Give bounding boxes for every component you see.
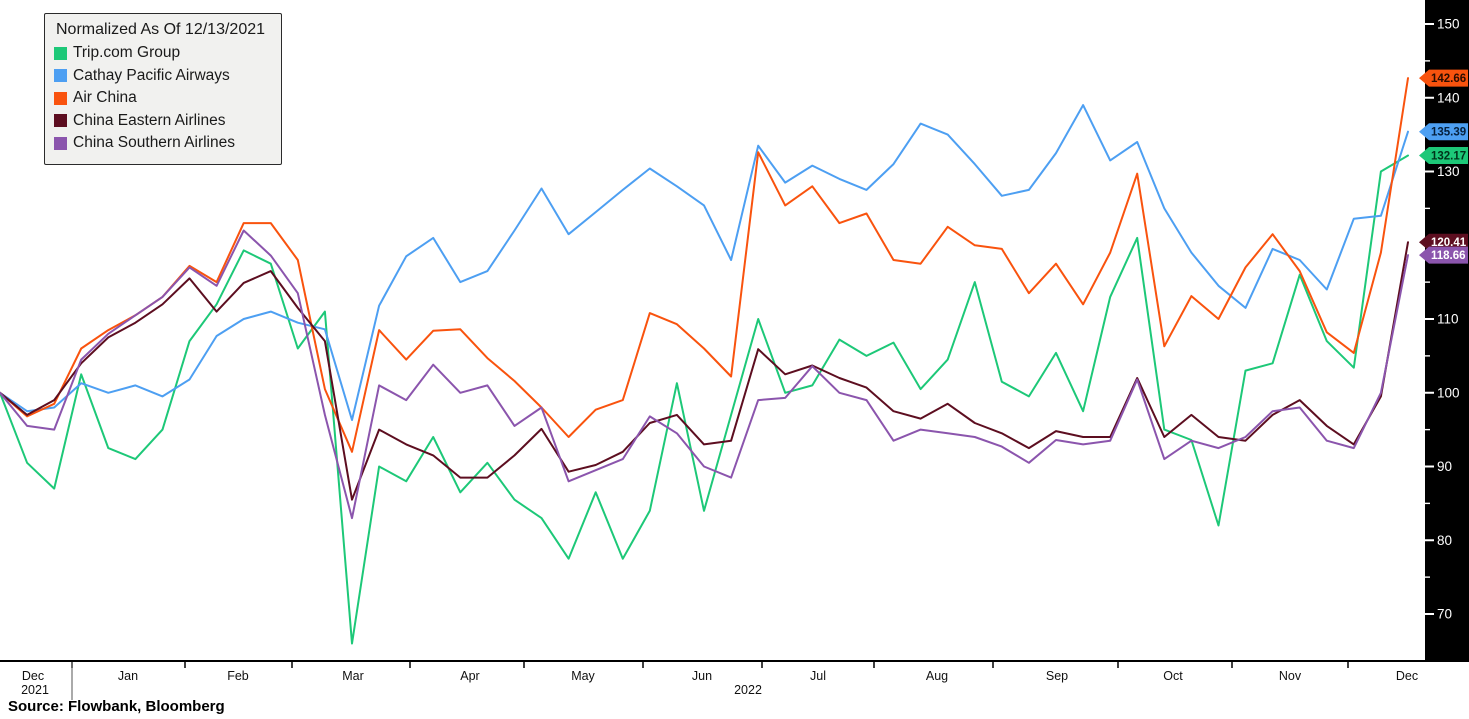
x-axis-month-label: Feb xyxy=(227,669,249,683)
cathay-pacific-swatch-icon xyxy=(54,69,67,83)
x-axis-month-label: Jun xyxy=(692,669,712,683)
series-line-china-eastern-airlines xyxy=(0,241,1409,501)
legend-label: China Eastern Airlines xyxy=(73,111,226,129)
legend-title: Normalized As Of 12/13/2021 xyxy=(56,21,266,38)
series-line-china-southern-airlines xyxy=(0,229,1409,520)
last-price-tag-cathay-pacific-airways: 135.39 xyxy=(1419,123,1468,141)
last-price-tag-air-china: 142.66 xyxy=(1419,69,1468,87)
x-axis-month-label: Aug xyxy=(926,669,948,683)
x-axis-month-label: Nov xyxy=(1279,669,1302,683)
air-china-swatch-icon xyxy=(54,91,67,105)
legend-item-cathay-pacific-airways: Cathay Pacific Airways xyxy=(54,65,265,88)
x-axis-month-label: Oct xyxy=(1163,669,1183,683)
x-axis-month-label: Sep xyxy=(1046,669,1068,683)
china-southern-swatch-icon xyxy=(54,136,67,150)
legend-label: China Southern Airlines xyxy=(73,134,235,152)
x-axis-month-label: Jan xyxy=(118,669,138,683)
y-axis-tick-label: 70 xyxy=(1437,607,1452,622)
svg-text:118.66: 118.66 xyxy=(1431,250,1466,262)
y-axis-tick-label: 110 xyxy=(1437,312,1459,327)
china-eastern-swatch-icon xyxy=(54,114,67,128)
last-price-tag-china-eastern-airlines: 120.41 xyxy=(1419,233,1468,251)
trip-com-group-swatch-icon xyxy=(54,46,67,60)
x-axis-year-label: 2021 xyxy=(21,683,49,697)
legend-label: Trip.com Group xyxy=(73,44,181,62)
y-axis-tick-label: 90 xyxy=(1437,459,1452,474)
y-axis-tick-label: 130 xyxy=(1437,164,1460,179)
source-attribution: Source: Flowbank, Bloomberg xyxy=(8,698,225,715)
svg-text:142.66: 142.66 xyxy=(1431,73,1466,85)
svg-text:135.39: 135.39 xyxy=(1431,127,1466,139)
legend: Normalized As Of 12/13/2021 Trip.com Gro… xyxy=(44,13,283,165)
legend-item-china-eastern-airlines: China Eastern Airlines xyxy=(54,110,265,133)
y-axis-tick-label: 140 xyxy=(1437,90,1460,105)
y-axis-tick-label: 80 xyxy=(1437,533,1452,548)
legend-label: Cathay Pacific Airways xyxy=(73,66,230,84)
x-axis-month-label: Dec xyxy=(1396,669,1418,683)
series-line-cathay-pacific-airways xyxy=(0,104,1409,421)
legend-label: Air China xyxy=(73,89,137,107)
last-price-tag-china-southern-airlines: 118.66 xyxy=(1419,246,1468,264)
x-axis-month-label: Dec xyxy=(22,669,44,683)
x-axis-month-label: Jul xyxy=(810,669,826,683)
svg-text:132.17: 132.17 xyxy=(1431,150,1466,162)
y-axis-strip xyxy=(1425,0,1469,660)
series-line-trip-com-group xyxy=(0,154,1409,645)
x-axis-month-label: Apr xyxy=(460,669,479,683)
legend-item-trip-com-group: Trip.com Group xyxy=(54,42,265,65)
legend-item-air-china: Air China xyxy=(54,87,265,110)
x-axis-year-label: 2022 xyxy=(734,683,762,697)
series-line-air-china xyxy=(0,77,1409,453)
x-axis-month-label: Mar xyxy=(342,669,364,683)
legend-item-china-southern-airlines: China Southern Airlines xyxy=(54,132,265,155)
x-axis-month-label: May xyxy=(571,669,595,683)
y-axis-tick-label: 150 xyxy=(1437,17,1460,32)
y-axis-tick-label: 100 xyxy=(1437,385,1460,400)
svg-text:120.41: 120.41 xyxy=(1431,237,1467,249)
last-price-tag-trip-com-group: 132.17 xyxy=(1419,146,1468,164)
